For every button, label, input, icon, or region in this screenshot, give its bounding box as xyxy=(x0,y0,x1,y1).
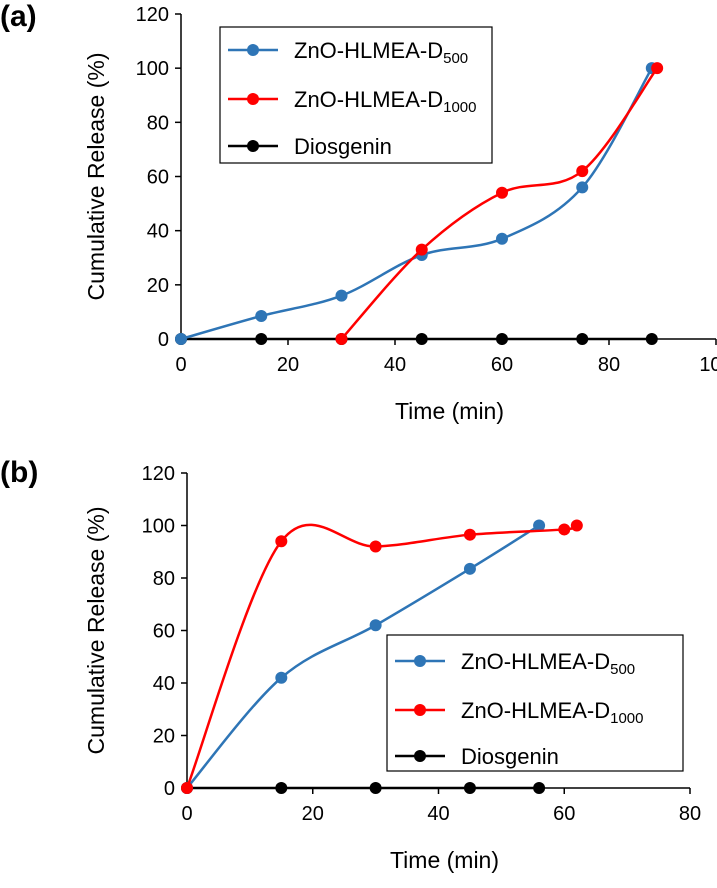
data-point xyxy=(533,519,546,532)
data-point xyxy=(275,671,288,684)
chart-panel-a: 0 20 40 60 80 100 120 0 20 40 60 80 100 Time (min) Cum… xyxy=(83,4,717,424)
legend-entry-subscript: 1000 xyxy=(610,710,643,727)
data-point xyxy=(181,782,193,794)
data-point xyxy=(369,782,382,794)
chart-panel-b: 0 20 40 60 80 100 120 0 20 40 60 80 Time (min) Cumula… xyxy=(83,463,701,873)
y-tick-label: 100 xyxy=(136,58,169,80)
y-tick-label: 0 xyxy=(158,329,169,351)
legend-entry: ZnO-HLMEA-D1000 xyxy=(461,698,644,727)
legend-swatch-marker xyxy=(247,93,259,105)
data-point xyxy=(369,540,382,553)
x-tick-label: 80 xyxy=(598,354,620,376)
legend-entry-label: Diosgenin xyxy=(461,744,559,769)
y-tick-label: 120 xyxy=(142,463,175,485)
legend-entry: ZnO-HLMEA-D500 xyxy=(461,649,635,678)
x-tick-label: 20 xyxy=(277,354,299,376)
legend-entry-label: Diosgenin xyxy=(294,134,392,159)
y-tick-label: 100 xyxy=(142,516,175,538)
legend-swatch-marker xyxy=(414,704,426,716)
data-point xyxy=(496,186,508,199)
data-point xyxy=(570,519,583,532)
y-tick-label: 120 xyxy=(136,4,169,26)
data-point xyxy=(576,181,589,194)
legend-entry-label: ZnO-HLMEA-D xyxy=(461,649,610,674)
legend-swatch-marker xyxy=(414,750,426,762)
legend-entry-subscript: 500 xyxy=(443,50,468,67)
y-axis-label: Cumulative Release (%) xyxy=(83,53,109,301)
legend-entry: ZnO-HLMEA-D1000 xyxy=(294,87,477,116)
legend-entry-subscript: 500 xyxy=(610,661,635,678)
data-point xyxy=(576,165,589,178)
data-point xyxy=(496,232,508,245)
x-tick-label: 60 xyxy=(491,354,513,376)
data-point xyxy=(558,523,571,536)
data-point xyxy=(335,289,348,302)
y-tick-label: 60 xyxy=(153,621,175,643)
legend-swatch-marker xyxy=(247,44,259,56)
y-tick-label: 0 xyxy=(164,778,175,800)
x-tick-label: 40 xyxy=(427,803,449,825)
legend-entry: ZnO-HLMEA-D500 xyxy=(294,38,468,67)
data-point xyxy=(415,243,428,256)
x-tick-label: 20 xyxy=(302,803,324,825)
data-point xyxy=(463,562,476,575)
x-tick-label: 100 xyxy=(699,354,717,376)
y-tick-label: 60 xyxy=(147,167,169,189)
data-point xyxy=(255,309,268,322)
y-axis-label: Cumulative Release (%) xyxy=(83,507,109,755)
data-point xyxy=(415,333,428,345)
x-tick-label: 60 xyxy=(553,803,575,825)
data-point xyxy=(463,528,476,541)
legend-entry-label: ZnO-HLMEA-D xyxy=(294,87,443,112)
y-tick-label: 40 xyxy=(153,673,175,695)
y-tick-label: 80 xyxy=(147,112,169,134)
legend-entry: Diosgenin xyxy=(461,744,559,769)
data-point xyxy=(645,333,658,345)
data-point xyxy=(496,333,508,345)
data-point xyxy=(533,782,546,794)
y-tick-label: 20 xyxy=(153,726,175,748)
data-point xyxy=(255,333,268,345)
legend-entry-label: ZnO-HLMEA-D xyxy=(461,698,610,723)
data-point xyxy=(463,782,476,794)
legend-entry-label: ZnO-HLMEA-D xyxy=(294,38,443,63)
legend-box xyxy=(386,634,684,772)
data-point xyxy=(275,782,288,794)
data-point xyxy=(651,62,664,75)
data-point xyxy=(175,333,187,345)
legend-swatch-marker xyxy=(414,655,426,667)
x-axis-label: Time (min) xyxy=(395,398,504,424)
panel-label-a: (a) xyxy=(0,0,37,33)
data-point xyxy=(576,333,589,345)
legend-swatch-marker xyxy=(247,140,259,152)
y-tick-label: 20 xyxy=(147,275,169,297)
y-tick-label: 80 xyxy=(153,568,175,590)
x-tick-label: 0 xyxy=(175,354,186,376)
y-tick-label: 40 xyxy=(147,221,169,243)
data-point xyxy=(369,619,382,632)
legend-entry: Diosgenin xyxy=(294,134,392,159)
panel-label-b: (b) xyxy=(0,456,39,489)
x-axis-label: Time (min) xyxy=(390,847,499,873)
x-tick-label: 80 xyxy=(679,803,701,825)
x-tick-label: 0 xyxy=(181,803,192,825)
data-point xyxy=(275,535,288,548)
legend-entry-subscript: 1000 xyxy=(443,99,476,116)
data-point xyxy=(335,333,348,345)
x-tick-label: 40 xyxy=(384,354,406,376)
